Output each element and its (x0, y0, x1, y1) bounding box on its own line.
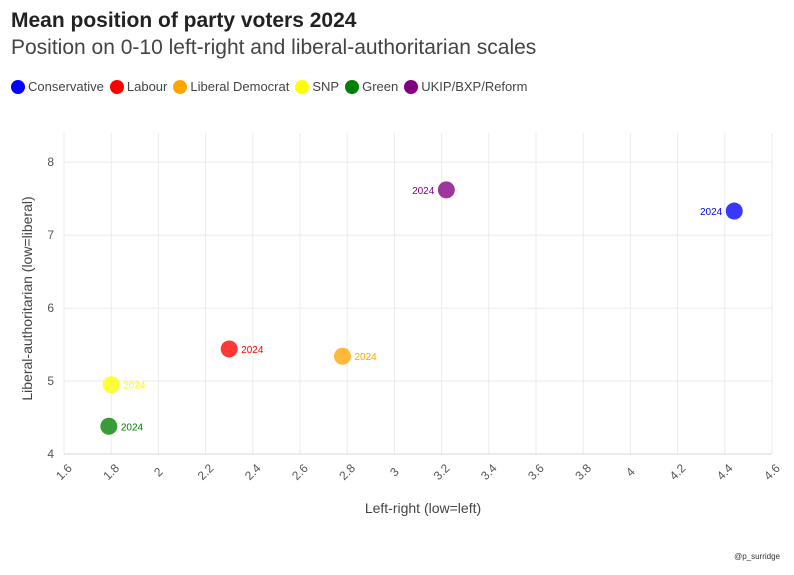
data-point-label: 2024 (121, 422, 144, 433)
x-tick-label: 1.8 (100, 461, 122, 483)
legend-swatch (109, 79, 124, 94)
x-tick-label: 2.4 (242, 461, 264, 483)
x-tick-label: 3 (387, 464, 402, 479)
legend-label: Liberal Democrat (190, 79, 290, 94)
data-point (102, 376, 120, 394)
x-tick-label: 3.2 (431, 461, 453, 483)
x-tick-label: 1.6 (53, 461, 75, 483)
legend-swatch (11, 79, 25, 94)
data-point (333, 347, 351, 365)
legend-label: Green (362, 79, 399, 94)
legend-label: SNP (312, 79, 340, 94)
data-point-label: 2024 (412, 186, 435, 197)
x-tick-label: 3.4 (478, 461, 500, 483)
y-tick-label: 6 (47, 301, 54, 315)
x-tick-label: 2.6 (289, 461, 311, 483)
chart-legend: Conservative Labour Liberal Democrat SNP Gre… (11, 79, 533, 94)
legend-label: UKIP/BXP/Reform (421, 79, 528, 94)
legend-swatch (173, 79, 188, 94)
x-tick-label: 4.4 (714, 461, 736, 483)
x-tick-label: 2.2 (195, 461, 217, 483)
x-tick-label: 2 (151, 464, 166, 479)
chart-subtitle: Position on 0-10 left-right and liberal-… (11, 36, 537, 59)
legend-label: Conservative (28, 79, 104, 94)
chart-credit: @p_surridge (734, 552, 780, 561)
legend-item: Liberal Democrat (173, 79, 289, 94)
x-tick-label: 4.2 (667, 461, 689, 483)
x-tick-label: 2.8 (336, 461, 358, 483)
data-point (100, 417, 118, 435)
y-axis-title: Liberal-authoritarian (low=liberal) (19, 196, 35, 400)
data-point-label: 2024 (700, 207, 723, 218)
chart-title: Mean position of party voters 2024 (11, 9, 357, 32)
y-tick-label: 8 (47, 155, 54, 169)
x-tick-label: 3.8 (572, 461, 594, 483)
legend-label: Labour (126, 79, 168, 94)
legend-swatch (295, 79, 310, 94)
x-tick-label: 3.6 (525, 461, 547, 483)
x-axis-title: Left-right (low=left) (365, 500, 481, 516)
y-tick-label: 7 (47, 228, 54, 242)
y-tick-label: 5 (47, 374, 54, 388)
data-point (437, 181, 455, 199)
legend-item: SNP (295, 79, 339, 94)
legend-swatch (345, 79, 360, 94)
y-tick-label: 4 (47, 447, 54, 461)
legend-item: Labour (109, 79, 168, 94)
legend-swatch (404, 79, 419, 94)
x-tick-label: 4 (623, 464, 638, 479)
legend-item: UKIP/BXP/Reform (404, 79, 527, 94)
data-point-label: 2024 (354, 352, 377, 363)
data-point-label: 2024 (241, 345, 264, 356)
data-point (725, 202, 743, 220)
data-point (220, 340, 238, 358)
legend-item: Green (345, 79, 398, 94)
x-tick-label: 4.6 (761, 461, 783, 483)
legend-item: Conservative (11, 79, 104, 94)
data-point-label: 2024 (123, 381, 146, 392)
